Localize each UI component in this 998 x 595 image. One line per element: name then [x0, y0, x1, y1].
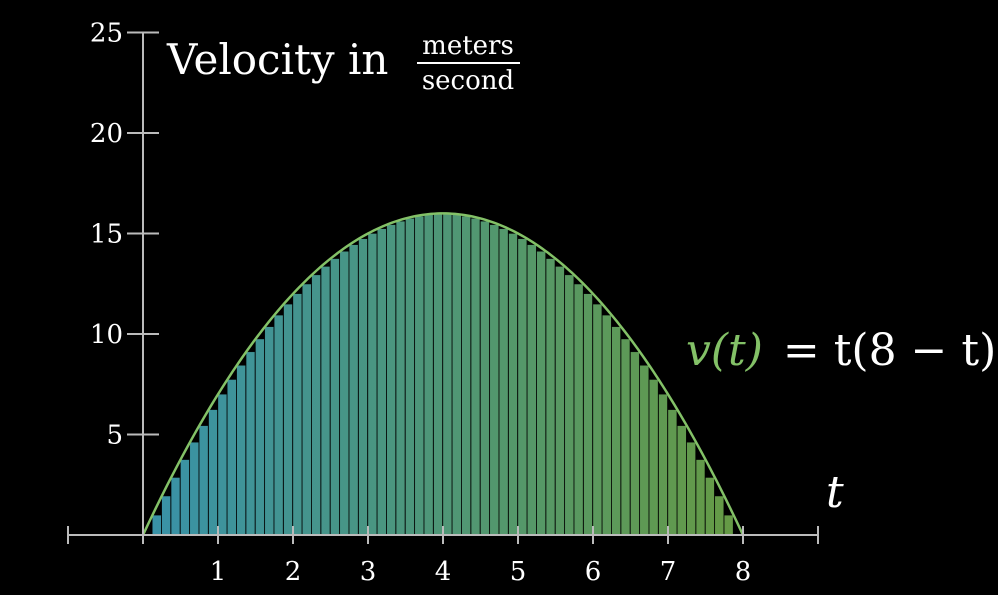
x-ticks: 1 2 3 4 5 6 7 8: [67, 526, 819, 587]
y-tick-label: 15: [90, 220, 123, 250]
riemann-bar: [489, 224, 499, 536]
riemann-bar: [180, 459, 190, 536]
riemann-bar: [677, 425, 687, 536]
riemann-bar: [592, 304, 602, 536]
x-tick-label: 7: [660, 557, 677, 587]
unit-numerator: meters: [422, 31, 514, 61]
riemann-bar: [405, 218, 415, 536]
riemann-bar: [611, 326, 621, 536]
y-tick-label: 20: [90, 119, 123, 149]
riemann-bars: [152, 213, 734, 536]
y-tick-label: 25: [90, 19, 123, 49]
riemann-bar: [658, 394, 668, 536]
riemann-bar: [714, 495, 724, 536]
riemann-bar: [620, 338, 631, 536]
riemann-bar: [508, 233, 518, 536]
y-tick-label: 5: [106, 421, 123, 451]
riemann-bar: [320, 266, 331, 536]
equation-lhs: v(t): [686, 325, 763, 376]
riemann-bar: [499, 228, 509, 536]
riemann-bar: [189, 442, 199, 536]
y-tick-label: 10: [90, 320, 123, 350]
riemann-bar: [555, 266, 565, 536]
riemann-bar: [630, 351, 640, 536]
unit-denominator: second: [422, 66, 514, 96]
riemann-bar: [414, 216, 424, 536]
riemann-bar: [358, 238, 368, 536]
riemann-bar: [424, 214, 434, 536]
x-tick-label: 2: [285, 557, 302, 587]
riemann-bar: [377, 228, 387, 536]
riemann-bar: [311, 274, 321, 536]
riemann-bar: [461, 216, 471, 536]
riemann-bar: [245, 351, 256, 536]
riemann-bar: [161, 495, 171, 536]
chart-title: Velocity in: [166, 35, 388, 84]
riemann-bar: [695, 459, 706, 536]
riemann-bar: [227, 379, 237, 536]
riemann-bar: [302, 283, 312, 536]
riemann-bar: [602, 315, 612, 536]
riemann-bar: [639, 365, 649, 536]
riemann-bar: [236, 365, 246, 536]
riemann-bar: [339, 251, 349, 536]
x-tick-label: 8: [735, 557, 752, 587]
riemann-bar: [649, 379, 659, 536]
riemann-bar: [705, 477, 715, 536]
riemann-bar: [283, 304, 293, 536]
riemann-bar: [536, 251, 546, 536]
riemann-bar: [208, 409, 218, 536]
riemann-bar: [395, 221, 406, 536]
riemann-bar: [667, 409, 677, 536]
riemann-bar: [274, 315, 284, 536]
riemann-bar: [574, 283, 584, 536]
riemann-bar: [199, 425, 209, 536]
riemann-bar: [264, 326, 274, 536]
equation-rhs: = t(8 − t): [783, 325, 996, 376]
riemann-bar: [583, 293, 593, 536]
riemann-bar: [517, 238, 527, 536]
riemann-bar: [442, 213, 452, 536]
riemann-bar: [292, 293, 302, 536]
y-ticks: 5 10 15 20 25: [90, 19, 159, 451]
riemann-bar: [724, 515, 734, 536]
velocity-curve: [141, 212, 745, 536]
riemann-bar: [367, 233, 377, 536]
x-tick-label: 6: [585, 557, 602, 587]
riemann-bar: [686, 442, 696, 536]
x-axis-label: t: [826, 467, 844, 518]
riemann-bar: [349, 244, 359, 536]
riemann-bar: [452, 214, 462, 536]
x-tick-label: 3: [360, 557, 377, 587]
x-tick-label: 4: [435, 557, 452, 587]
riemann-bar: [386, 224, 396, 536]
riemann-bar: [330, 258, 340, 536]
riemann-bar: [170, 477, 181, 536]
riemann-bar: [255, 338, 265, 536]
riemann-bar: [470, 218, 481, 536]
riemann-bar: [480, 221, 490, 536]
equation: v(t) = t(8 − t): [686, 325, 996, 376]
riemann-bar: [433, 213, 443, 536]
riemann-bar: [152, 515, 162, 536]
riemann-bar: [545, 258, 556, 536]
riemann-bar: [217, 394, 227, 536]
x-tick-label: 1: [210, 557, 227, 587]
x-tick-label: 5: [510, 557, 527, 587]
riemann-bar: [527, 244, 537, 536]
riemann-bar: [564, 274, 574, 536]
